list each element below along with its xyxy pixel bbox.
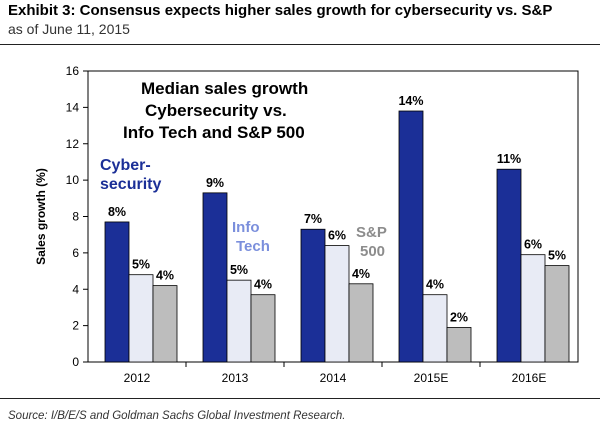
- exhibit-date: as of June 11, 2015: [8, 21, 130, 37]
- x-tick-label: 2015E: [414, 371, 449, 385]
- chart-title-line: Info Tech and S&P 500: [123, 123, 305, 142]
- bar: [398, 110, 424, 363]
- y-tick-label: 16: [66, 64, 80, 78]
- data-label: 4%: [426, 278, 444, 292]
- bar: [544, 265, 570, 363]
- bar: [226, 279, 252, 363]
- bar: [324, 245, 350, 363]
- bar: [348, 283, 374, 363]
- bar: [300, 228, 326, 363]
- exhibit-title: Exhibit 3: Consensus expects higher sale…: [8, 2, 553, 19]
- bar: [422, 294, 448, 363]
- data-label: 4%: [352, 267, 370, 281]
- series-label: 500: [360, 243, 385, 260]
- data-label: 4%: [156, 269, 174, 283]
- data-label: 2%: [450, 310, 468, 324]
- data-label: 5%: [548, 249, 566, 263]
- y-tick-label: 2: [72, 319, 79, 333]
- chart-title-line: Cybersecurity vs.: [145, 101, 287, 120]
- bar: [202, 192, 228, 363]
- y-tick-label: 14: [66, 100, 80, 114]
- data-label: 11%: [497, 152, 521, 166]
- y-tick-label: 10: [66, 173, 80, 187]
- series-label: security: [100, 176, 161, 193]
- bar: [520, 254, 546, 363]
- y-axis-title: Sales growth (%): [34, 168, 48, 265]
- y-tick-label: 8: [72, 210, 79, 224]
- bar: [250, 294, 276, 363]
- bar: [446, 327, 472, 363]
- x-tick-label: 2014: [320, 371, 347, 385]
- y-tick-label: 12: [66, 137, 80, 151]
- bar: [104, 221, 130, 363]
- x-tick-label: 2012: [124, 371, 151, 385]
- data-label: 6%: [328, 229, 346, 243]
- data-label: 5%: [230, 263, 248, 277]
- data-label: 7%: [304, 212, 322, 226]
- series-label: S&P: [356, 224, 387, 241]
- bar: [152, 285, 178, 363]
- bar: [128, 274, 154, 363]
- data-label: 6%: [524, 238, 542, 252]
- y-tick-label: 6: [72, 246, 79, 260]
- data-label: 14%: [398, 94, 423, 108]
- data-label: 4%: [254, 278, 272, 292]
- y-tick-label: 0: [72, 355, 79, 369]
- data-label: 5%: [132, 258, 150, 272]
- x-tick-label: 2013: [222, 371, 249, 385]
- series-label: Tech: [236, 238, 270, 255]
- x-tick-label: 2016E: [512, 371, 547, 385]
- chart-frame: [0, 44, 600, 399]
- source-note: Source: I/B/E/S and Goldman Sachs Global…: [8, 410, 346, 422]
- series-label: Info: [232, 219, 260, 236]
- bar: [496, 168, 522, 363]
- series-label: Cyber-: [100, 157, 151, 174]
- chart-title-line: Median sales growth: [141, 79, 308, 98]
- data-label: 8%: [108, 205, 126, 219]
- data-label: 9%: [206, 176, 224, 190]
- y-tick-label: 4: [72, 282, 79, 296]
